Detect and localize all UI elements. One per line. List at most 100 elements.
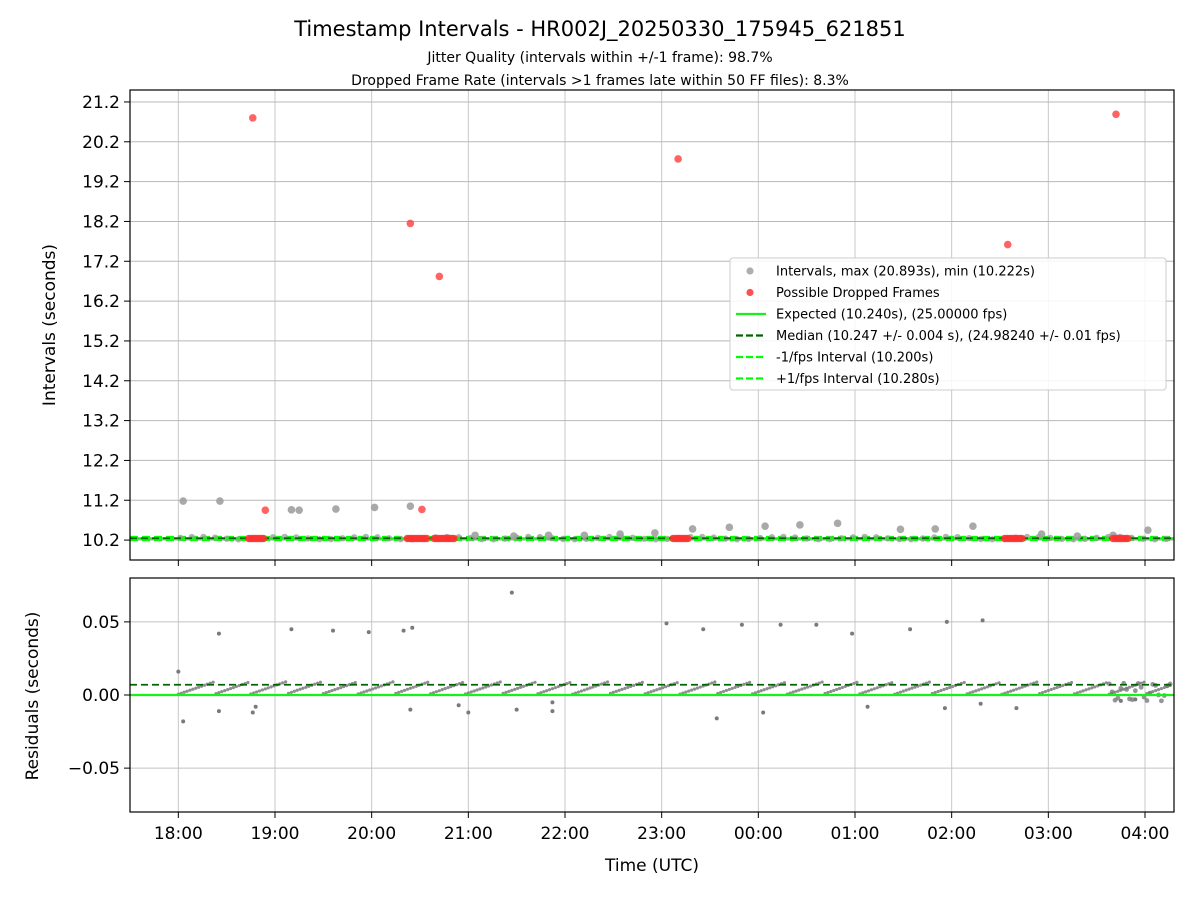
residual-outlier xyxy=(366,630,371,635)
residual-point xyxy=(1052,686,1056,691)
legend-label: Expected (10.240s), (25.00000 fps) xyxy=(776,308,1007,323)
residual-point xyxy=(365,689,369,693)
residual-point xyxy=(791,690,795,694)
residual-point xyxy=(782,681,787,685)
residual-point xyxy=(397,690,401,694)
residual-point xyxy=(1040,690,1045,695)
residual-point xyxy=(806,685,810,689)
interval-point xyxy=(216,497,224,505)
interval-point xyxy=(796,521,804,529)
residual-point xyxy=(405,687,410,691)
residual-point xyxy=(440,688,444,692)
residual-point xyxy=(518,685,523,689)
residual-point xyxy=(252,691,256,695)
residual-point xyxy=(962,680,966,685)
residual-point xyxy=(504,690,508,694)
residual-point xyxy=(614,689,618,693)
interval-point xyxy=(1144,526,1152,534)
residual-point xyxy=(295,688,299,692)
residual-point xyxy=(539,691,543,695)
residual-outlier xyxy=(509,590,514,595)
x-tick-label: 04:00 xyxy=(1121,824,1170,844)
residual-point xyxy=(1115,695,1121,701)
dropped-frame-point xyxy=(674,155,682,163)
residual-point xyxy=(869,688,874,692)
residual-point xyxy=(762,688,766,692)
residual-point xyxy=(281,681,285,685)
residual-point xyxy=(565,682,569,686)
residual-point xyxy=(588,686,592,690)
top-y-tick-label: 13.2 xyxy=(82,412,120,432)
residual-point xyxy=(742,682,746,686)
residual-point xyxy=(632,683,636,687)
x-tick-label: 21:00 xyxy=(444,824,493,844)
residual-point xyxy=(1144,698,1150,703)
residual-point xyxy=(1014,687,1019,691)
residual-point xyxy=(388,681,392,685)
residual-point xyxy=(1113,690,1117,694)
top-y-tick-label: 16.2 xyxy=(82,292,120,312)
dropped-frame-point xyxy=(1123,534,1132,543)
residual-point xyxy=(1017,686,1021,690)
top-y-tick-label: 17.2 xyxy=(82,252,120,272)
residual-point xyxy=(408,686,412,690)
x-tick-label: 18:00 xyxy=(154,824,203,844)
residuals-panel: 0.05 0.00 −0.05 18:00 19:00 20:00 21:00 22:00 23… xyxy=(68,577,1175,844)
x-axis-label: Time (UTC) xyxy=(604,856,699,876)
residual-point xyxy=(289,690,294,694)
residual-point xyxy=(550,687,555,691)
residual-point xyxy=(808,684,813,688)
residual-point xyxy=(513,687,517,691)
residual-point xyxy=(1139,681,1143,685)
residual-point xyxy=(1156,687,1161,692)
residual-point xyxy=(1043,689,1048,694)
interval-point xyxy=(544,531,553,540)
chart-subtitle-dropped: Dropped Frame Rate (intervals >1 frames … xyxy=(351,73,849,89)
residual-point xyxy=(411,685,415,689)
residual-point xyxy=(1087,687,1091,691)
dropped-frame-point xyxy=(248,114,257,122)
residual-point xyxy=(840,685,845,690)
residual-point xyxy=(446,686,450,690)
residual-point xyxy=(861,691,865,695)
residual-point xyxy=(968,691,972,695)
interval-point xyxy=(725,523,734,532)
residual-point xyxy=(1084,688,1088,692)
residual-point xyxy=(890,681,894,685)
residual-point xyxy=(948,685,952,690)
dropped-frame-point xyxy=(261,506,270,515)
legend-box xyxy=(729,257,1167,391)
residual-point xyxy=(1046,688,1050,693)
x-tick-label: 22:00 xyxy=(541,824,590,844)
residual-point xyxy=(257,689,262,693)
residual-point xyxy=(646,691,650,695)
interval-point xyxy=(969,522,977,530)
residual-point xyxy=(1020,685,1024,689)
residual-point xyxy=(864,690,868,694)
residual-point xyxy=(1058,684,1062,689)
bottom-ylabel: Residuals (seconds) xyxy=(23,612,43,781)
residual-point xyxy=(443,687,447,691)
residual-outlier xyxy=(216,709,221,714)
interval-point xyxy=(295,506,303,515)
dropped-frame-point xyxy=(1112,110,1120,119)
residual-point xyxy=(927,680,932,684)
residual-point xyxy=(942,687,946,692)
bottom-y-tick-label: 0.00 xyxy=(82,686,120,706)
residual-point xyxy=(721,689,726,694)
residual-point xyxy=(1124,687,1130,692)
residual-point xyxy=(919,683,923,687)
residual-point xyxy=(1055,685,1059,690)
residual-point xyxy=(231,685,236,690)
residual-point xyxy=(733,685,737,690)
residual-point xyxy=(182,690,186,694)
residual-point xyxy=(1154,688,1158,693)
top-y-tick-label: 10.2 xyxy=(82,531,120,551)
residual-point xyxy=(220,689,224,694)
residual-point xyxy=(521,684,526,688)
residual-point xyxy=(939,688,943,693)
legend: Intervals, max (20.893s), min (10.222s) P… xyxy=(729,257,1167,391)
residual-point xyxy=(533,680,537,684)
residual-point xyxy=(1035,680,1039,684)
residual-outlier xyxy=(761,710,766,715)
